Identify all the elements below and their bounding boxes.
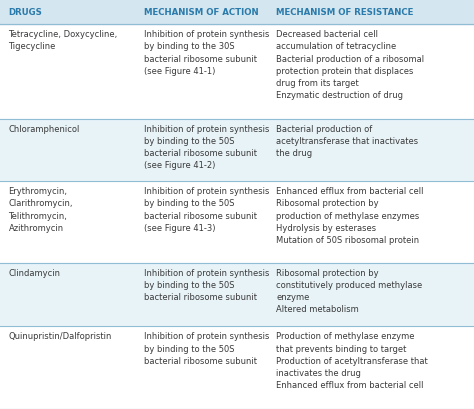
Text: Inhibition of protein synthesis
by binding to the 50S
bacterial ribosome subunit: Inhibition of protein synthesis by bindi… — [144, 187, 269, 232]
Bar — [0, 0, 474, 25]
Bar — [0, 327, 474, 409]
Text: Bacterial production of
acetyltransferase that inactivates
the drug: Bacterial production of acetyltransferas… — [276, 124, 419, 157]
Text: Clindamycin: Clindamycin — [9, 268, 61, 277]
Text: MECHANISM OF ACTION: MECHANISM OF ACTION — [144, 8, 258, 17]
Text: Enhanced efflux from bacterial cell
Ribosomal protection by
production of methyl: Enhanced efflux from bacterial cell Ribo… — [276, 187, 424, 244]
Text: MECHANISM OF RESISTANCE: MECHANISM OF RESISTANCE — [276, 8, 414, 17]
Bar — [0, 182, 474, 263]
Text: Chloramphenicol: Chloramphenicol — [9, 124, 80, 133]
Text: Ribosomal protection by
constitutively produced methylase
enzyme
Altered metabol: Ribosomal protection by constitutively p… — [276, 268, 423, 314]
Text: Inhibition of protein synthesis
by binding to the 50S
bacterial ribosome subunit: Inhibition of protein synthesis by bindi… — [144, 332, 269, 365]
Bar — [0, 119, 474, 182]
Text: Inhibition of protein synthesis
by binding to the 50S
bacterial ribosome subunit: Inhibition of protein synthesis by bindi… — [144, 124, 269, 170]
Text: Decreased bacterial cell
accumulation of tetracycline
Bacterial production of a : Decreased bacterial cell accumulation of… — [276, 30, 424, 100]
Text: Quinupristin/Dalfopristin: Quinupristin/Dalfopristin — [9, 332, 112, 341]
Text: Inhibition of protein synthesis
by binding to the 50S
bacterial ribosome subunit: Inhibition of protein synthesis by bindi… — [144, 268, 269, 301]
Text: DRUGS: DRUGS — [9, 8, 42, 17]
Text: Erythromycin,
Clarithromycin,
Telithromycin,
Azithromycin: Erythromycin, Clarithromycin, Telithromy… — [9, 187, 73, 232]
Text: Production of methylase enzyme
that prevents binding to target
Production of ace: Production of methylase enzyme that prev… — [276, 332, 428, 389]
Bar — [0, 25, 474, 119]
Bar — [0, 263, 474, 327]
Text: Tetracycline, Doxycycline,
Tigecycline: Tetracycline, Doxycycline, Tigecycline — [9, 30, 118, 52]
Text: Inhibition of protein synthesis
by binding to the 30S
bacterial ribosome subunit: Inhibition of protein synthesis by bindi… — [144, 30, 269, 76]
